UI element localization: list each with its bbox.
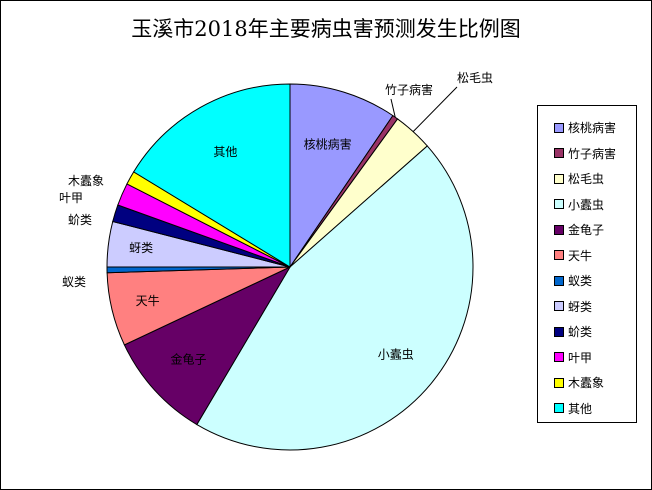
legend-item-3: 松毛虫: [554, 172, 604, 186]
slice-label-11: 木蠹象: [68, 173, 104, 188]
slice-label-10: 叶甲: [59, 191, 83, 205]
legend-swatch-2: [554, 148, 564, 158]
slice-label-4: 小蠹虫: [378, 346, 414, 361]
legend-swatch-11: [554, 377, 564, 388]
slice-label-7: 蚁类: [62, 275, 86, 289]
pie-slice-4: [196, 145, 474, 451]
legend-item-6: 天牛: [554, 249, 592, 263]
legend-item-7: 蚁类: [554, 274, 592, 288]
legend-item-10: 叶甲: [554, 351, 592, 365]
legend-label-9: 蚧类: [568, 325, 593, 339]
legend-item-5: 金龟子: [554, 223, 604, 237]
slice-label-9: 蚧类: [68, 212, 92, 227]
legend-swatch-7: [554, 275, 564, 286]
legend-label-11: 木蠹象: [568, 376, 605, 390]
slice-label-5: 金龟子: [170, 351, 206, 366]
leader-line-2: [390, 98, 396, 118]
legend-swatch-12: [554, 403, 564, 413]
legend-swatch-5: [554, 224, 564, 235]
legend-swatch-8: [554, 301, 564, 311]
legend-label-8: 蚜类: [568, 299, 593, 314]
slice-label-1: 核桃病害: [304, 137, 352, 152]
pie-slice-12: [132, 83, 291, 268]
legend-swatch-4: [554, 199, 564, 209]
slice-label-8: 蚜类: [129, 240, 153, 255]
legend-label-5: 金龟子: [568, 223, 605, 237]
legend-label-1: 核桃病害: [568, 121, 617, 135]
legend-item-12: 其他: [554, 402, 592, 416]
legend-item-2: 竹子病害: [554, 147, 616, 161]
pie-slice-5: [123, 265, 292, 426]
leader-line-3: [412, 86, 458, 133]
pie-slice-1: [289, 83, 394, 269]
legend-label-3: 松毛虫: [568, 172, 605, 186]
legend-item-11: 木蠹象: [554, 376, 604, 390]
legend-swatch-3: [554, 173, 564, 184]
slice-label-6: 天牛: [136, 293, 160, 308]
chart-title: 玉溪市2018年主要病虫害预测发生比例图: [131, 17, 521, 41]
legend-label-6: 天牛: [568, 248, 593, 263]
legend-swatch-6: [554, 250, 564, 260]
legend-item-9: 蚧类: [554, 325, 592, 339]
legend-swatch-10: [554, 352, 564, 362]
legend-label-2: 竹子病害: [568, 146, 617, 161]
legend-item-4: 小蠹虫: [554, 198, 604, 212]
slice-label-12: 其他: [213, 145, 237, 159]
legend-label-12: 其他: [568, 401, 593, 416]
slice-label-2: 竹子病害: [385, 82, 433, 97]
legend-swatch-1: [554, 122, 564, 133]
legend-label-10: 叶甲: [568, 350, 593, 365]
legend: 核桃病害竹子病害松毛虫小蠹虫金龟子天牛蚁类蚜类蚧类叶甲木蠹象其他: [537, 105, 637, 423]
legend-label-7: 蚁类: [568, 274, 593, 288]
legend-label-4: 小蠹虫: [568, 197, 605, 212]
legend-item-8: 蚜类: [554, 300, 592, 314]
legend-item-1: 核桃病害: [554, 121, 616, 135]
slice-label-3: 松毛虫: [457, 71, 493, 85]
legend-swatch-9: [554, 326, 564, 337]
